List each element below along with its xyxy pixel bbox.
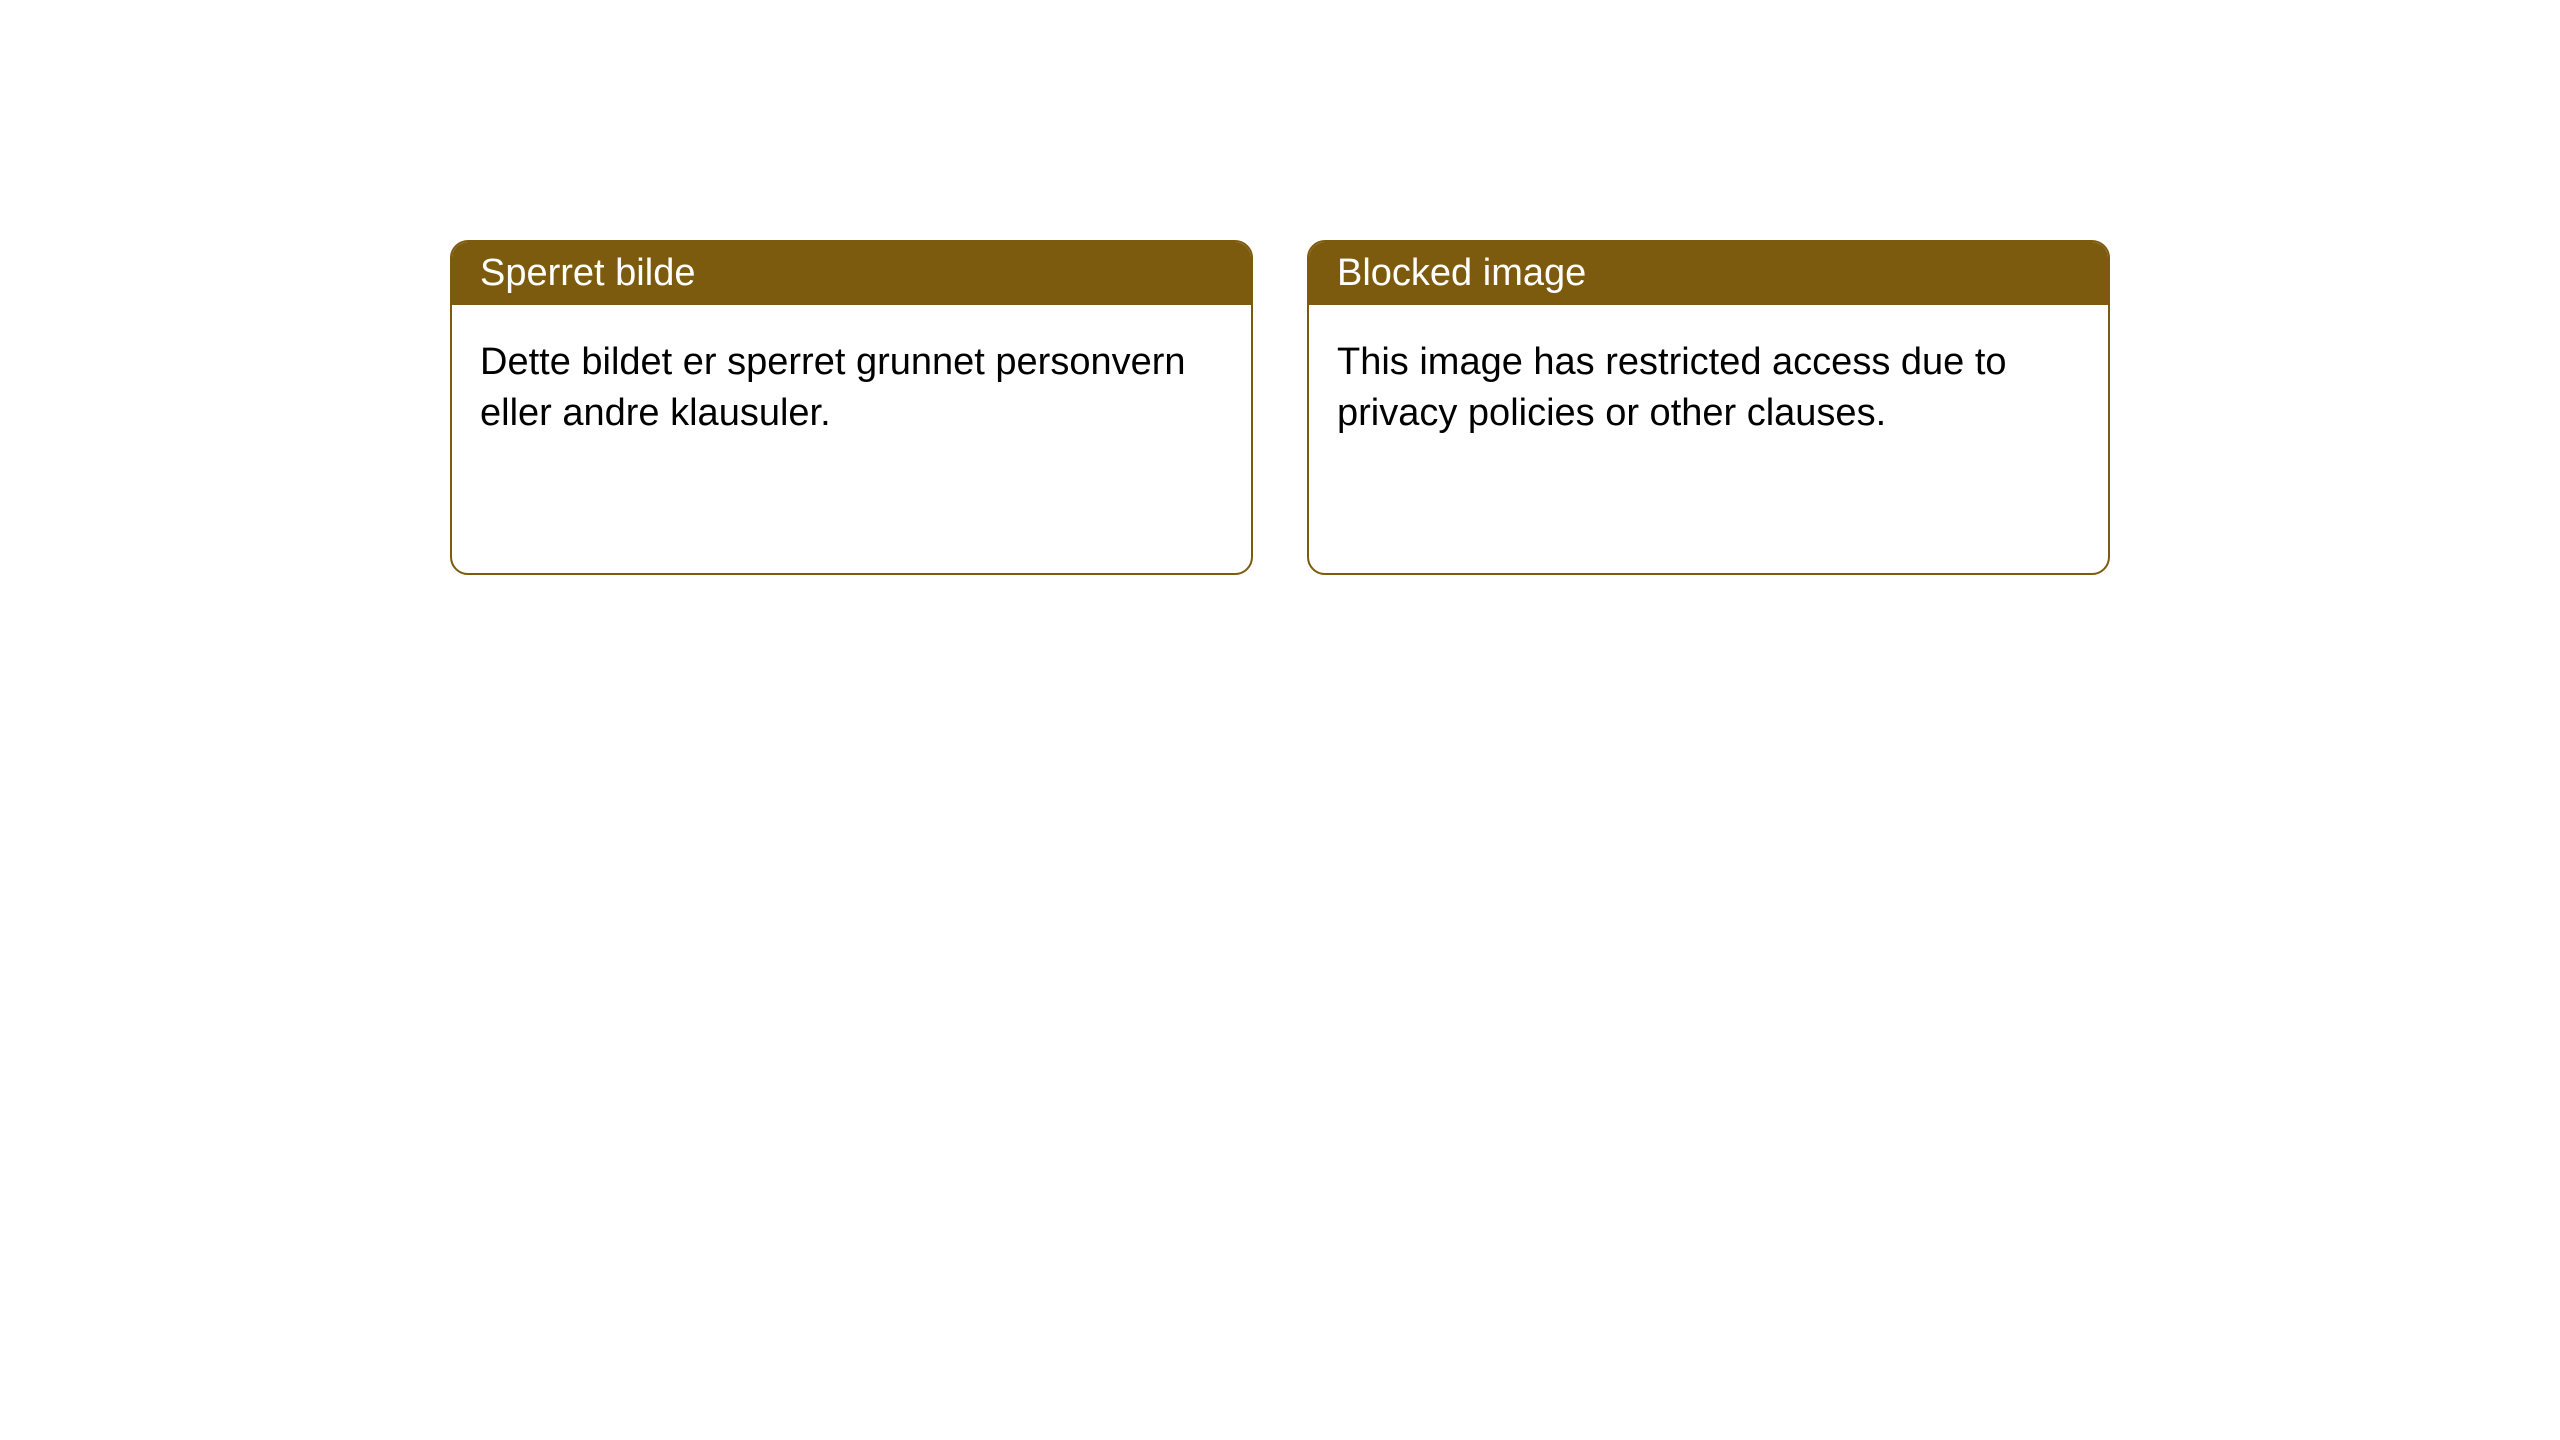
card-title: Blocked image bbox=[1309, 242, 2108, 305]
blocked-image-card-no: Sperret bilde Dette bildet er sperret gr… bbox=[450, 240, 1253, 575]
card-title: Sperret bilde bbox=[452, 242, 1251, 305]
card-body-text: Dette bildet er sperret grunnet personve… bbox=[452, 305, 1251, 472]
blocked-image-card-en: Blocked image This image has restricted … bbox=[1307, 240, 2110, 575]
blocked-image-cards: Sperret bilde Dette bildet er sperret gr… bbox=[450, 240, 2110, 1440]
card-body-text: This image has restricted access due to … bbox=[1309, 305, 2108, 472]
